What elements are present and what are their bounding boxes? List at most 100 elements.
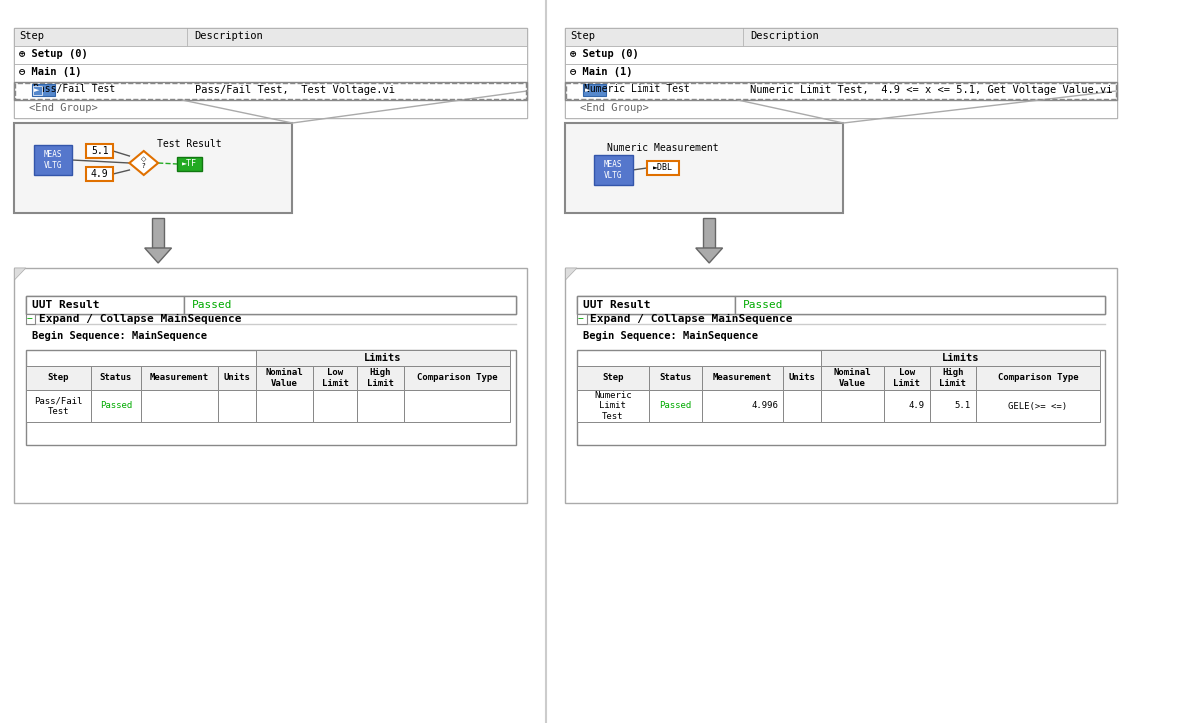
- Text: Step: Step: [570, 31, 595, 41]
- Text: Description: Description: [195, 31, 264, 41]
- Bar: [313, 390, 356, 422]
- Bar: [33, 145, 72, 175]
- Bar: [91, 390, 141, 422]
- Bar: [565, 46, 1117, 64]
- Text: 4.9: 4.9: [909, 401, 925, 411]
- Bar: [783, 390, 821, 422]
- Bar: [821, 350, 1100, 366]
- Text: High
Limit: High Limit: [367, 368, 394, 388]
- Text: Status: Status: [659, 374, 691, 382]
- Bar: [405, 366, 510, 390]
- Text: Status: Status: [100, 374, 132, 382]
- Bar: [356, 366, 405, 390]
- Bar: [14, 46, 527, 64]
- Text: ◇
?: ◇ ?: [141, 156, 146, 169]
- Bar: [883, 390, 929, 422]
- Bar: [26, 366, 91, 390]
- Bar: [313, 366, 356, 390]
- Text: Step: Step: [602, 374, 623, 382]
- Bar: [565, 268, 1117, 503]
- Polygon shape: [129, 151, 158, 175]
- Bar: [184, 296, 515, 314]
- Text: High
Limit: High Limit: [939, 368, 966, 388]
- Bar: [15, 83, 526, 99]
- Text: GELE(>= <=): GELE(>= <=): [1009, 401, 1067, 411]
- Bar: [26, 314, 36, 324]
- Text: Passed: Passed: [191, 300, 233, 310]
- Bar: [577, 314, 586, 324]
- Text: Passed: Passed: [100, 401, 132, 411]
- Text: Units: Units: [223, 374, 250, 382]
- Bar: [256, 390, 313, 422]
- Text: Low
Limit: Low Limit: [322, 368, 349, 388]
- Text: ►DBL: ►DBL: [653, 163, 673, 173]
- Text: Numeric Measurement: Numeric Measurement: [608, 143, 719, 153]
- Text: Measurement: Measurement: [150, 374, 209, 382]
- Bar: [583, 84, 605, 96]
- Text: 5.1: 5.1: [954, 401, 971, 411]
- Bar: [565, 123, 844, 213]
- Text: Numeric Limit Test,  4.9 <= x <= 5.1, Get Voltage Value.vi: Numeric Limit Test, 4.9 <= x <= 5.1, Get…: [750, 85, 1113, 95]
- Bar: [32, 84, 55, 96]
- Polygon shape: [704, 218, 715, 248]
- Bar: [14, 100, 527, 118]
- Text: Description: Description: [750, 31, 819, 41]
- Text: Units: Units: [788, 374, 815, 382]
- Bar: [649, 390, 702, 422]
- Text: Test Result: Test Result: [158, 139, 222, 149]
- Text: ⊖ Main (1): ⊖ Main (1): [570, 67, 633, 77]
- Text: Begin Sequence: MainSequence: Begin Sequence: MainSequence: [583, 331, 757, 341]
- Bar: [14, 28, 527, 46]
- Bar: [87, 167, 113, 181]
- Text: −: −: [27, 314, 33, 324]
- Bar: [26, 390, 91, 422]
- Bar: [141, 366, 217, 390]
- Text: 4.9: 4.9: [91, 169, 108, 179]
- Bar: [565, 64, 1117, 82]
- Text: Pass/Fail Test: Pass/Fail Test: [32, 84, 115, 94]
- Bar: [595, 155, 633, 185]
- Text: Measurement: Measurement: [712, 374, 772, 382]
- Text: MEAS
VLTG: MEAS VLTG: [604, 161, 623, 180]
- Text: ►: ►: [585, 87, 590, 93]
- Text: ⊕ Setup (0): ⊕ Setup (0): [570, 49, 639, 59]
- Polygon shape: [696, 248, 723, 263]
- Bar: [929, 366, 976, 390]
- Bar: [702, 366, 783, 390]
- Polygon shape: [152, 218, 164, 248]
- Bar: [929, 390, 976, 422]
- Bar: [821, 366, 883, 390]
- Bar: [356, 390, 405, 422]
- Bar: [565, 28, 1117, 46]
- Bar: [177, 157, 202, 171]
- Text: Expand / Collapse MainSequence: Expand / Collapse MainSequence: [39, 314, 242, 324]
- Bar: [976, 366, 1100, 390]
- Text: MEAS
VLTG: MEAS VLTG: [44, 150, 62, 170]
- Text: ►: ►: [33, 87, 39, 93]
- Text: −: −: [578, 314, 584, 324]
- Bar: [566, 83, 1116, 99]
- Bar: [577, 390, 649, 422]
- Text: Limits: Limits: [942, 353, 979, 363]
- Bar: [577, 296, 735, 314]
- Bar: [976, 390, 1100, 422]
- Text: Pass/Fail
Test: Pass/Fail Test: [34, 396, 83, 416]
- Text: Low
Limit: Low Limit: [893, 368, 920, 388]
- Bar: [256, 366, 313, 390]
- Text: Limits: Limits: [364, 353, 401, 363]
- Bar: [87, 144, 113, 158]
- Text: <End Group>: <End Group>: [579, 103, 648, 113]
- Text: UUT Result: UUT Result: [583, 300, 650, 310]
- Text: Step: Step: [47, 374, 69, 382]
- Polygon shape: [14, 268, 26, 280]
- Bar: [702, 390, 783, 422]
- Text: 4.996: 4.996: [751, 401, 779, 411]
- Bar: [821, 390, 883, 422]
- Text: ►TF: ►TF: [183, 160, 197, 168]
- Bar: [577, 366, 649, 390]
- Bar: [883, 366, 929, 390]
- Bar: [783, 366, 821, 390]
- Bar: [405, 390, 510, 422]
- Bar: [256, 350, 510, 366]
- Text: ⊕ Setup (0): ⊕ Setup (0): [19, 49, 88, 59]
